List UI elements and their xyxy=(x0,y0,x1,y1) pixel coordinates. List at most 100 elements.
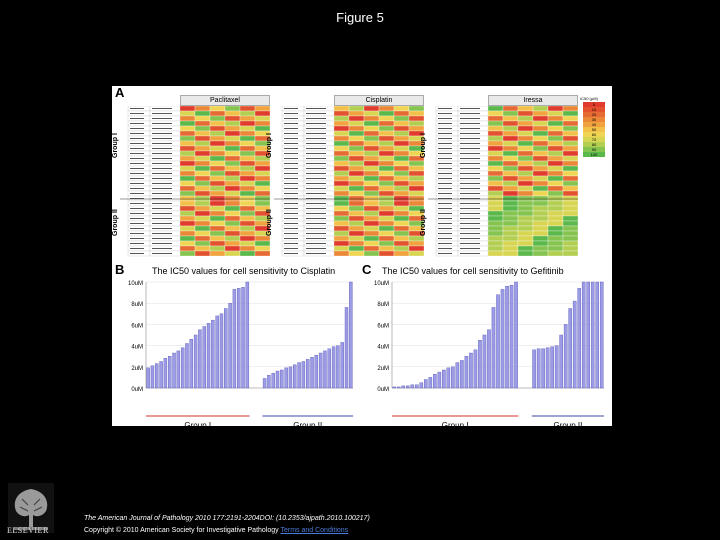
heatmap-cell xyxy=(348,120,365,127)
heatmap-cell xyxy=(517,240,534,247)
heatmap-cell xyxy=(209,160,226,167)
heatmap-cell xyxy=(378,245,395,252)
heatmap-cell xyxy=(487,106,504,112)
heatmap-cell xyxy=(209,125,226,132)
bar xyxy=(284,367,288,389)
cell-text-line xyxy=(438,173,452,174)
cisplatin-grid xyxy=(274,106,424,257)
heatmap-cell xyxy=(547,185,564,192)
heatmap-cell xyxy=(363,230,380,237)
cell-text-line xyxy=(460,163,480,164)
heatmap-cell xyxy=(363,155,380,162)
cell-text-line xyxy=(438,108,452,109)
heatmap-cell xyxy=(408,106,424,112)
heatmap-cell xyxy=(562,250,578,257)
cell-text-line xyxy=(284,108,298,109)
cell-text-line xyxy=(306,198,326,199)
cell-text-line xyxy=(130,173,144,174)
heatmap-cell xyxy=(194,110,211,117)
heatmap-cell xyxy=(378,155,395,162)
heatmap-cell xyxy=(487,225,504,232)
heatmap-cell xyxy=(209,140,226,147)
heatmap-cell xyxy=(487,150,504,157)
cell-text-line xyxy=(460,238,480,239)
heatmap-cell xyxy=(333,235,350,242)
bar xyxy=(185,343,189,389)
heatmap-cell xyxy=(209,170,226,177)
cell-text-line xyxy=(306,158,326,159)
heatmap-cell xyxy=(179,130,196,137)
table-group-ii-label: Group II xyxy=(112,209,119,236)
cell-text-line xyxy=(152,228,172,229)
cell-text-line xyxy=(438,123,452,124)
cell-text-line xyxy=(152,218,172,219)
heatmap-cell xyxy=(393,130,410,137)
cell-text-line xyxy=(460,168,480,169)
heatmap-cell xyxy=(408,240,424,247)
cell-text-line xyxy=(306,193,326,194)
heatmap-cell xyxy=(333,140,350,147)
heatmap-cell xyxy=(547,220,564,227)
heatmap-cell xyxy=(562,230,578,237)
heatmap-cell xyxy=(224,145,241,152)
heatmap-cell xyxy=(224,125,241,132)
bar xyxy=(232,289,237,389)
heatmap-cell xyxy=(408,170,424,177)
terms-link[interactable]: Terms and Conditions xyxy=(280,527,349,534)
heatmap-cell xyxy=(363,185,380,192)
heatmap-cell xyxy=(194,245,211,252)
heatmap-cell xyxy=(179,175,196,182)
heatmap-cell xyxy=(562,135,578,142)
y-tick-label: 6uM xyxy=(377,323,389,329)
heatmap-cell xyxy=(547,165,564,172)
heatmap-cell xyxy=(532,175,549,182)
heatmap-cell xyxy=(179,165,196,172)
cell-text-line xyxy=(130,158,144,159)
bar xyxy=(310,357,314,389)
cell-text-line xyxy=(284,228,298,229)
heatmap-cell xyxy=(502,135,519,142)
heatmap-cell xyxy=(487,230,504,237)
heatmap-cell xyxy=(502,185,519,192)
cell-text-line xyxy=(438,238,452,239)
heatmap-cell xyxy=(517,245,534,252)
heatmap-cell xyxy=(502,220,519,227)
bar xyxy=(228,303,232,389)
heatmap-cell xyxy=(378,235,395,242)
cell-text-line xyxy=(284,148,298,149)
heatmap-cell xyxy=(517,230,534,237)
heatmap-cell xyxy=(378,170,395,177)
heatmap-cell xyxy=(179,106,196,112)
bar xyxy=(318,352,323,389)
heatmap-cell xyxy=(194,190,211,197)
heatmap-cell xyxy=(239,200,256,207)
heatmap-cell xyxy=(502,200,519,207)
heatmap-cell xyxy=(378,145,395,152)
figure-title: Figure 5 xyxy=(336,10,384,25)
heatmap-cell xyxy=(562,210,578,217)
y-tick-label: 0uM xyxy=(131,387,143,393)
legend-swatch: 90 xyxy=(583,147,605,152)
bar xyxy=(297,362,301,389)
heatmap-cell xyxy=(547,170,564,177)
heatmap-cell xyxy=(562,220,578,227)
heatmap-cell xyxy=(194,155,211,162)
heatmap-cell xyxy=(209,205,226,212)
bar xyxy=(392,386,397,389)
group-label: Group II xyxy=(553,421,582,426)
heatmap-cell xyxy=(562,170,578,177)
heatmap-cell xyxy=(517,130,534,137)
cell-text-line xyxy=(438,133,452,134)
legend-swatch: 5 xyxy=(583,102,605,107)
heatmap-cell xyxy=(194,170,211,177)
cell-text-line xyxy=(152,158,172,159)
heatmap-cell xyxy=(502,195,519,202)
y-tick-label: 2uM xyxy=(377,366,389,372)
heatmap-cell xyxy=(393,150,410,157)
heatmap-cell xyxy=(378,140,395,147)
heatmap-cell xyxy=(224,195,241,202)
cell-text-line xyxy=(130,108,144,109)
heatmap-cell xyxy=(562,155,578,162)
heatmap-cell xyxy=(209,120,226,127)
heatmap-cell xyxy=(363,170,380,177)
